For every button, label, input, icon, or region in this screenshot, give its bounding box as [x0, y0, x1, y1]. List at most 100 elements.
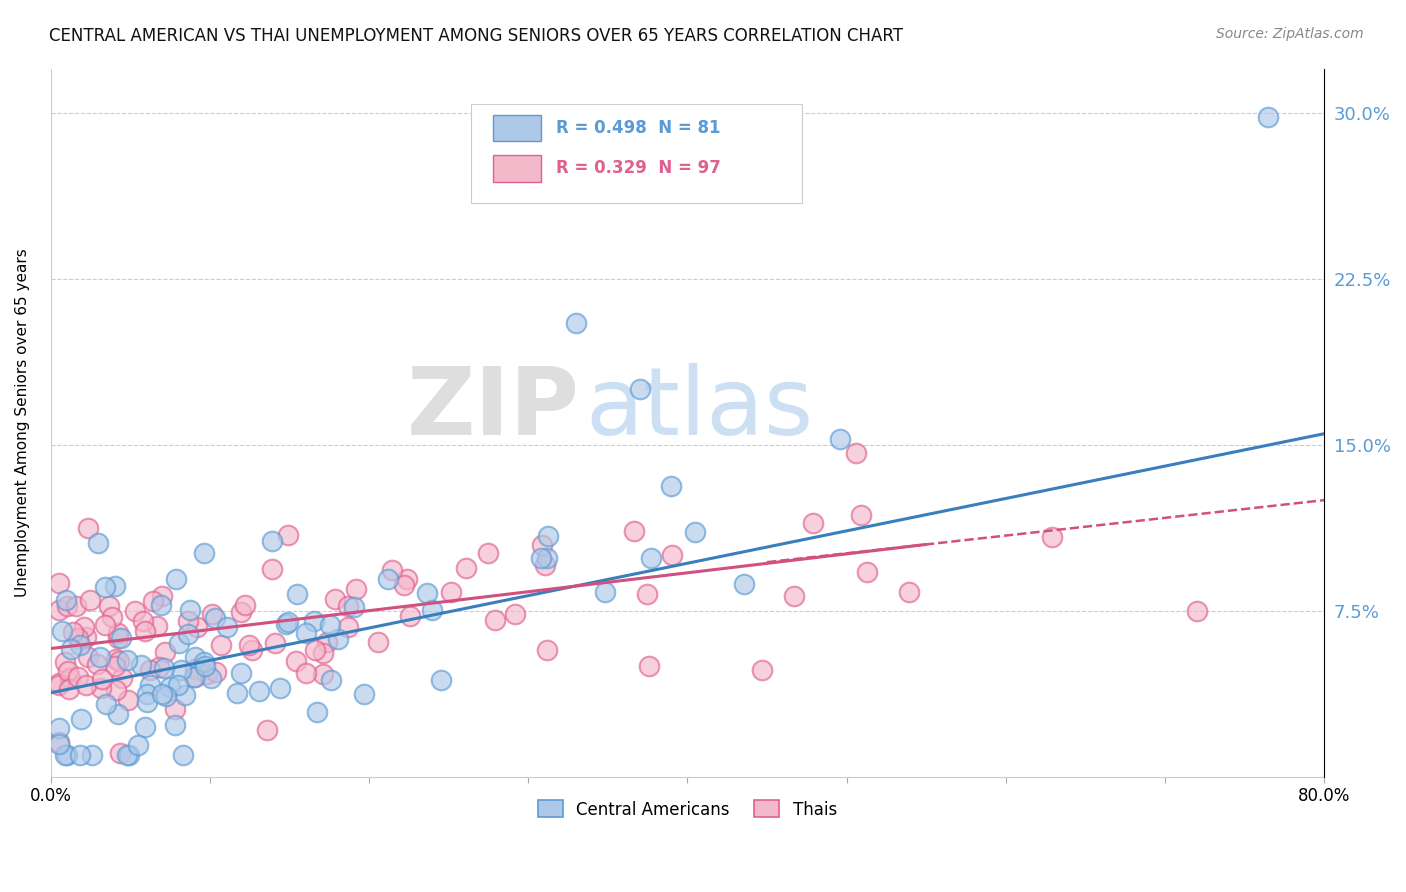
Point — [169, 636, 191, 650]
Point — [155, 689, 177, 703]
Point — [177, 627, 200, 641]
Point — [319, 617, 342, 632]
Point — [159, 680, 181, 694]
Point — [150, 598, 173, 612]
Point — [628, 383, 651, 397]
Point — [48, 735, 70, 749]
Point — [127, 738, 149, 752]
Point — [247, 683, 270, 698]
Point — [124, 604, 146, 618]
Point — [118, 747, 141, 762]
Point — [104, 683, 127, 698]
Point — [48, 737, 70, 751]
Point — [1257, 110, 1279, 124]
Point — [319, 673, 342, 687]
Point — [150, 589, 173, 603]
Point — [58, 681, 80, 696]
Point — [163, 701, 186, 715]
Point — [269, 681, 291, 695]
Point — [659, 479, 682, 493]
Point — [316, 635, 339, 649]
Point — [131, 614, 153, 628]
Point — [55, 593, 77, 607]
Point — [396, 573, 419, 587]
Point — [262, 534, 284, 549]
Point — [174, 688, 197, 702]
Point — [536, 642, 558, 657]
Point — [69, 638, 91, 652]
Point — [69, 747, 91, 762]
Point — [53, 655, 76, 669]
Point — [377, 572, 399, 586]
Point — [59, 671, 82, 685]
Point — [531, 538, 554, 552]
Point — [305, 705, 328, 719]
Point — [110, 631, 132, 645]
Point — [392, 577, 415, 591]
Point — [193, 546, 215, 560]
Point — [76, 521, 98, 535]
Point — [440, 585, 463, 599]
Point — [312, 666, 335, 681]
Point — [184, 662, 207, 676]
Point — [312, 646, 335, 660]
Point — [733, 577, 755, 591]
Point — [229, 665, 252, 680]
Point — [783, 590, 806, 604]
Point — [636, 587, 658, 601]
Point — [751, 664, 773, 678]
Point — [150, 687, 173, 701]
Point — [638, 658, 661, 673]
Point — [135, 695, 157, 709]
Point — [1040, 530, 1063, 544]
Point — [179, 603, 201, 617]
Point — [238, 638, 260, 652]
Point — [454, 561, 477, 575]
Point — [201, 607, 224, 621]
Point — [107, 654, 129, 668]
Point — [200, 671, 222, 685]
Point — [87, 536, 110, 550]
Point — [90, 681, 112, 695]
Point — [148, 660, 170, 674]
Point — [801, 516, 824, 530]
Point — [170, 663, 193, 677]
FancyBboxPatch shape — [492, 114, 541, 142]
Point — [640, 550, 662, 565]
Point — [73, 620, 96, 634]
Point — [367, 634, 389, 648]
Point — [277, 528, 299, 542]
Point — [416, 586, 439, 600]
Point — [240, 643, 263, 657]
Point — [295, 665, 318, 680]
Point — [89, 649, 111, 664]
Point — [477, 546, 499, 560]
Point — [79, 592, 101, 607]
Point — [117, 693, 139, 707]
Point — [186, 620, 208, 634]
Point — [205, 665, 228, 679]
Point — [153, 644, 176, 658]
Point — [59, 642, 82, 657]
Point — [204, 611, 226, 625]
Point — [101, 609, 124, 624]
Point — [343, 599, 366, 614]
Point — [537, 529, 560, 543]
Point — [661, 548, 683, 562]
Point — [593, 585, 616, 599]
Point — [845, 446, 868, 460]
Point — [153, 661, 176, 675]
Point — [48, 603, 70, 617]
Point — [420, 603, 443, 617]
Point — [503, 607, 526, 622]
Point — [277, 615, 299, 629]
Point — [98, 599, 121, 614]
Point — [177, 614, 200, 628]
Text: Source: ZipAtlas.com: Source: ZipAtlas.com — [1216, 27, 1364, 41]
Point — [129, 657, 152, 672]
Point — [136, 687, 159, 701]
Point — [86, 657, 108, 672]
Point — [91, 673, 114, 687]
Point — [107, 631, 129, 645]
Point — [139, 663, 162, 677]
